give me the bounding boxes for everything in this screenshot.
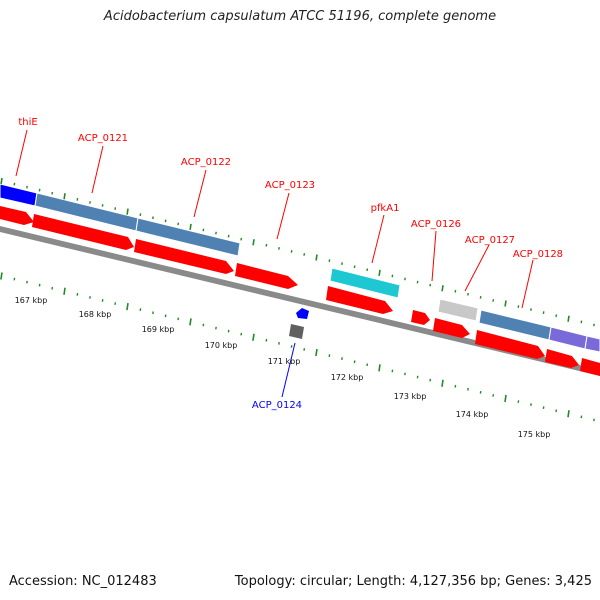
topology-text: Topology: circular; Length: 4,127,356 bp… (234, 574, 592, 589)
scale-label: 174 kbp (456, 410, 489, 419)
scale-tick-track (0, 272, 595, 422)
leader-line (281, 342, 296, 398)
label-leaders (15, 129, 534, 398)
major-tick (441, 379, 444, 387)
gene-label-acp0126[interactable]: ACP_0126 (411, 219, 461, 230)
cds-arrow (134, 239, 234, 274)
gene-label-thiE[interactable]: thiE (18, 117, 37, 128)
gene-bar (135, 217, 241, 257)
gene-labels: thiE ACP_0121 ACP_0122 ACP_0123 pfkA1 AC… (18, 117, 563, 411)
leader-line (193, 169, 207, 218)
leader-line (15, 129, 28, 177)
upper-tick-track (0, 177, 595, 327)
scale-label: 168 kbp (79, 310, 112, 319)
major-tick (189, 318, 192, 326)
genome-backbone (0, 226, 600, 376)
scale-label: 167 kbp (15, 296, 48, 305)
gene-bar (584, 335, 600, 353)
major-tick (567, 315, 570, 322)
leader-line (431, 230, 437, 282)
cds-arrow (433, 318, 470, 338)
gene-bar (548, 326, 588, 350)
gene-label-acp0127[interactable]: ACP_0127 (465, 235, 515, 246)
gene-label-acp0124[interactable]: ACP_0124 (252, 400, 302, 411)
gene-label-acp0123[interactable]: ACP_0123 (265, 180, 315, 191)
cds-arrow (326, 286, 393, 314)
major-tick (0, 272, 3, 280)
leader-line (464, 244, 490, 292)
gene-bar (437, 298, 479, 322)
gene-bar (0, 183, 38, 207)
major-tick (378, 364, 381, 372)
major-tick (63, 287, 66, 295)
major-tick (378, 269, 381, 277)
major-tick (504, 300, 507, 307)
leader-line (276, 192, 290, 240)
gene-track (0, 183, 600, 353)
leader-line (91, 145, 104, 194)
cds-arrow (545, 349, 579, 368)
major-tick (441, 285, 444, 292)
gene-bar (329, 267, 401, 299)
map-title: Acidobacterium capsulatum ATCC 51196, co… (103, 9, 497, 24)
gene-bar-reverse (289, 324, 304, 339)
gene-label-pfka1[interactable]: pfkA1 (371, 203, 400, 214)
major-tick (252, 333, 255, 341)
cds-arrow-reverse (296, 308, 309, 319)
major-tick (567, 410, 570, 418)
major-tick (189, 223, 192, 231)
major-tick (504, 394, 507, 403)
accession-text: Accession: NC_012483 (9, 574, 157, 589)
cds-arrow (580, 358, 600, 376)
cds-arrow (32, 214, 134, 250)
major-tick (126, 302, 129, 311)
gene-label-acp0122[interactable]: ACP_0122 (181, 157, 231, 168)
cds-arrow (0, 206, 34, 225)
scale-label: 169 kbp (142, 325, 175, 334)
scale-labels: 167 kbp 168 kbp 169 kbp 170 kbp 171 kbp … (15, 296, 551, 439)
scale-label: 171 kbp (268, 357, 301, 366)
gene-label-acp0121[interactable]: ACP_0121 (78, 133, 128, 144)
scale-label: 170 kbp (205, 341, 238, 350)
cds-arrow (411, 310, 430, 325)
scale-label: 173 kbp (394, 392, 427, 401)
leader-line (371, 214, 385, 264)
major-tick (126, 208, 129, 215)
major-tick (252, 239, 255, 246)
major-tick (315, 348, 318, 357)
leader-line (521, 259, 534, 309)
cds-arrow (475, 330, 545, 359)
gene-label-acp0128[interactable]: ACP_0128 (513, 249, 563, 260)
scale-label: 172 kbp (331, 373, 364, 382)
major-tick (63, 193, 66, 200)
major-tick (0, 177, 3, 185)
cds-track (0, 206, 600, 376)
major-tick (315, 254, 318, 261)
scale-label: 175 kbp (518, 430, 551, 439)
cds-arrow (235, 263, 298, 289)
